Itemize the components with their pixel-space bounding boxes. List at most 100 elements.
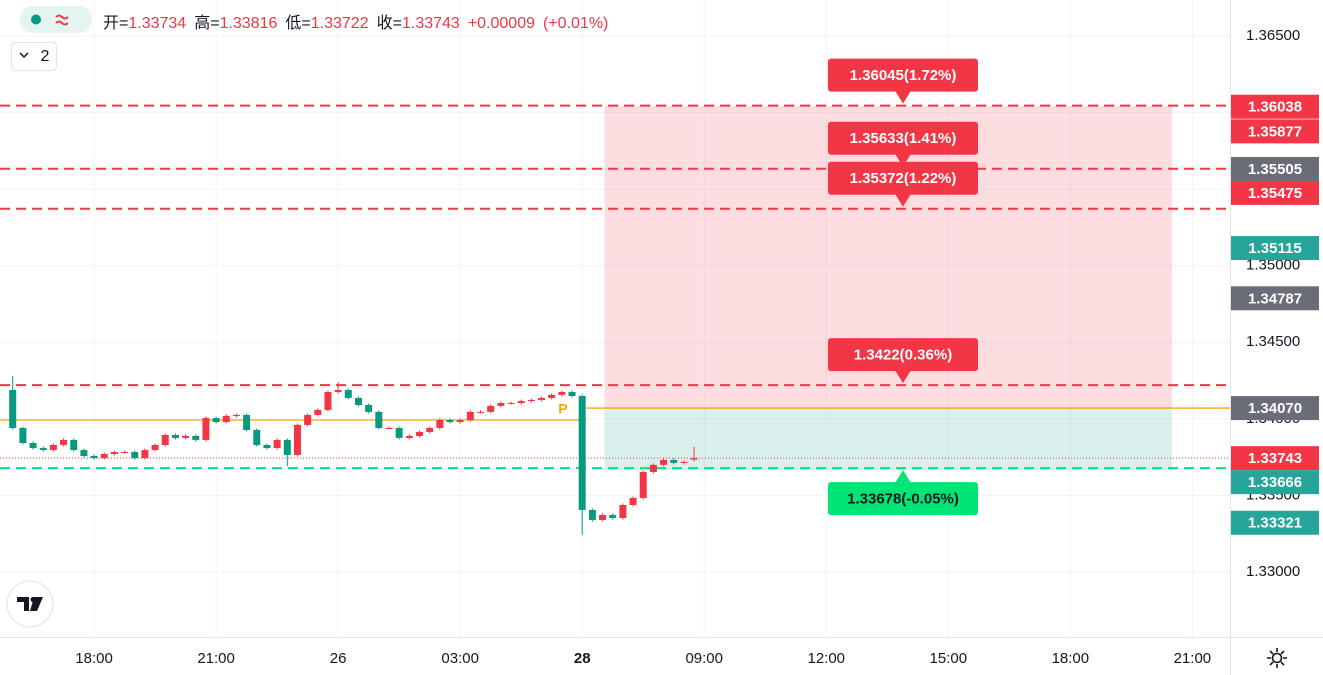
candle-body bbox=[324, 392, 332, 410]
candle-body bbox=[80, 450, 88, 457]
target-pointer bbox=[895, 193, 911, 207]
price-tag bbox=[1231, 446, 1319, 471]
price-tag bbox=[1231, 156, 1319, 181]
candle-body bbox=[151, 444, 159, 451]
candle-body bbox=[192, 435, 200, 440]
candle-body bbox=[222, 415, 230, 423]
candle-body bbox=[548, 394, 556, 398]
candle-body bbox=[375, 411, 383, 428]
candle-body bbox=[395, 427, 403, 438]
x-tick-label: 18:00 bbox=[1052, 650, 1090, 667]
candle-body bbox=[365, 405, 373, 412]
candle-body bbox=[344, 390, 352, 398]
price-tag bbox=[1231, 180, 1319, 205]
candles: P bbox=[9, 375, 698, 535]
candle-body bbox=[314, 409, 322, 415]
price-tag bbox=[1231, 286, 1319, 311]
position-zones bbox=[604, 105, 1173, 470]
price-tag-label: 1.34070 bbox=[1248, 400, 1302, 417]
axes: 1.365001.360001.355001.350001.345001.340… bbox=[75, 27, 1319, 667]
candle-body bbox=[690, 458, 698, 460]
price-tag-label: 1.36038 bbox=[1248, 99, 1302, 116]
price-tag-label: 1.35115 bbox=[1248, 240, 1301, 257]
candle-body bbox=[60, 439, 68, 445]
indicator-icon bbox=[55, 14, 69, 26]
price-tag bbox=[1231, 119, 1319, 144]
chevron-icon bbox=[19, 52, 29, 59]
price-tag-label: 1.35505 bbox=[1248, 161, 1302, 178]
candle-body bbox=[649, 464, 657, 472]
candle-body bbox=[619, 505, 627, 519]
logo bbox=[30, 597, 36, 602]
target-pointer bbox=[895, 370, 911, 384]
candle-body bbox=[639, 471, 647, 498]
candle-body bbox=[599, 514, 607, 521]
x-tick-label: 15:00 bbox=[930, 650, 968, 667]
candle-body bbox=[171, 435, 179, 438]
candle-body bbox=[334, 390, 342, 392]
candle-body bbox=[609, 514, 617, 519]
candle-body bbox=[415, 431, 423, 436]
logo-badge[interactable] bbox=[6, 580, 54, 628]
candle-body bbox=[578, 395, 586, 510]
target-pointer bbox=[895, 90, 911, 104]
candle-body bbox=[477, 411, 485, 413]
price-tag bbox=[1231, 236, 1319, 261]
change-value: +0.00009 bbox=[467, 15, 535, 32]
target-box bbox=[828, 161, 978, 195]
target-pointer bbox=[895, 470, 911, 484]
price-tag bbox=[1231, 94, 1319, 119]
target-box bbox=[828, 482, 978, 516]
legend-pill[interactable] bbox=[20, 6, 92, 33]
target-label: 1.3422(0.36%) bbox=[854, 347, 952, 364]
candle-body bbox=[304, 414, 312, 425]
target-box bbox=[828, 58, 978, 92]
candle-body bbox=[446, 420, 454, 423]
candle-body bbox=[161, 435, 169, 445]
x-tick-label: 09:00 bbox=[685, 650, 723, 667]
indicator-count: 2 bbox=[41, 48, 50, 65]
candle-body bbox=[100, 454, 108, 458]
candle-body bbox=[110, 452, 118, 455]
candle-body bbox=[517, 401, 525, 404]
x-tick-label: 21:00 bbox=[1174, 650, 1212, 667]
candle-body bbox=[70, 439, 78, 451]
candle-body bbox=[283, 439, 291, 455]
target-label: 1.35372(1.22%) bbox=[850, 170, 957, 187]
target-pointer bbox=[895, 153, 911, 167]
target-label: 1.35633(1.41%) bbox=[850, 130, 957, 147]
ohlc-label: 开= bbox=[103, 15, 129, 32]
price-tag-label: 1.33321 bbox=[1248, 515, 1302, 532]
gear-icon bbox=[1267, 648, 1287, 668]
candle-body bbox=[670, 459, 678, 463]
ohlc-value: 1.33743 bbox=[401, 15, 460, 32]
price-tag-label: 1.35877 bbox=[1248, 123, 1302, 140]
target-labels: 1.36045(1.72%) 1.35633(1.41%) 1.35372(1.22… bbox=[828, 58, 978, 516]
candle-body bbox=[680, 461, 688, 463]
target-box bbox=[828, 338, 978, 372]
collapse-button[interactable] bbox=[11, 42, 57, 71]
x-tick-label: 26 bbox=[330, 650, 347, 667]
candle-body bbox=[497, 403, 505, 406]
price-tag bbox=[1231, 396, 1319, 421]
candle-body bbox=[466, 411, 474, 421]
candle-body bbox=[405, 435, 413, 438]
x-tick-label: 28 bbox=[574, 650, 591, 667]
candle-body bbox=[141, 450, 149, 458]
candle-body bbox=[29, 442, 37, 449]
candle-body bbox=[293, 424, 301, 455]
x-tick-label: 03:00 bbox=[441, 650, 479, 667]
logo bbox=[17, 597, 43, 611]
target-box bbox=[828, 121, 978, 155]
candle-body bbox=[39, 448, 47, 451]
settings-button[interactable] bbox=[1267, 648, 1287, 668]
candle-body bbox=[629, 497, 637, 506]
candle-body bbox=[568, 392, 576, 396]
price-tag-label: 1.33743 bbox=[1248, 450, 1302, 467]
candle-body bbox=[253, 429, 261, 445]
candle-body bbox=[527, 399, 535, 402]
target-label: 1.36045(1.72%) bbox=[850, 67, 957, 84]
candle-body bbox=[426, 427, 434, 432]
candle-body bbox=[263, 444, 271, 449]
